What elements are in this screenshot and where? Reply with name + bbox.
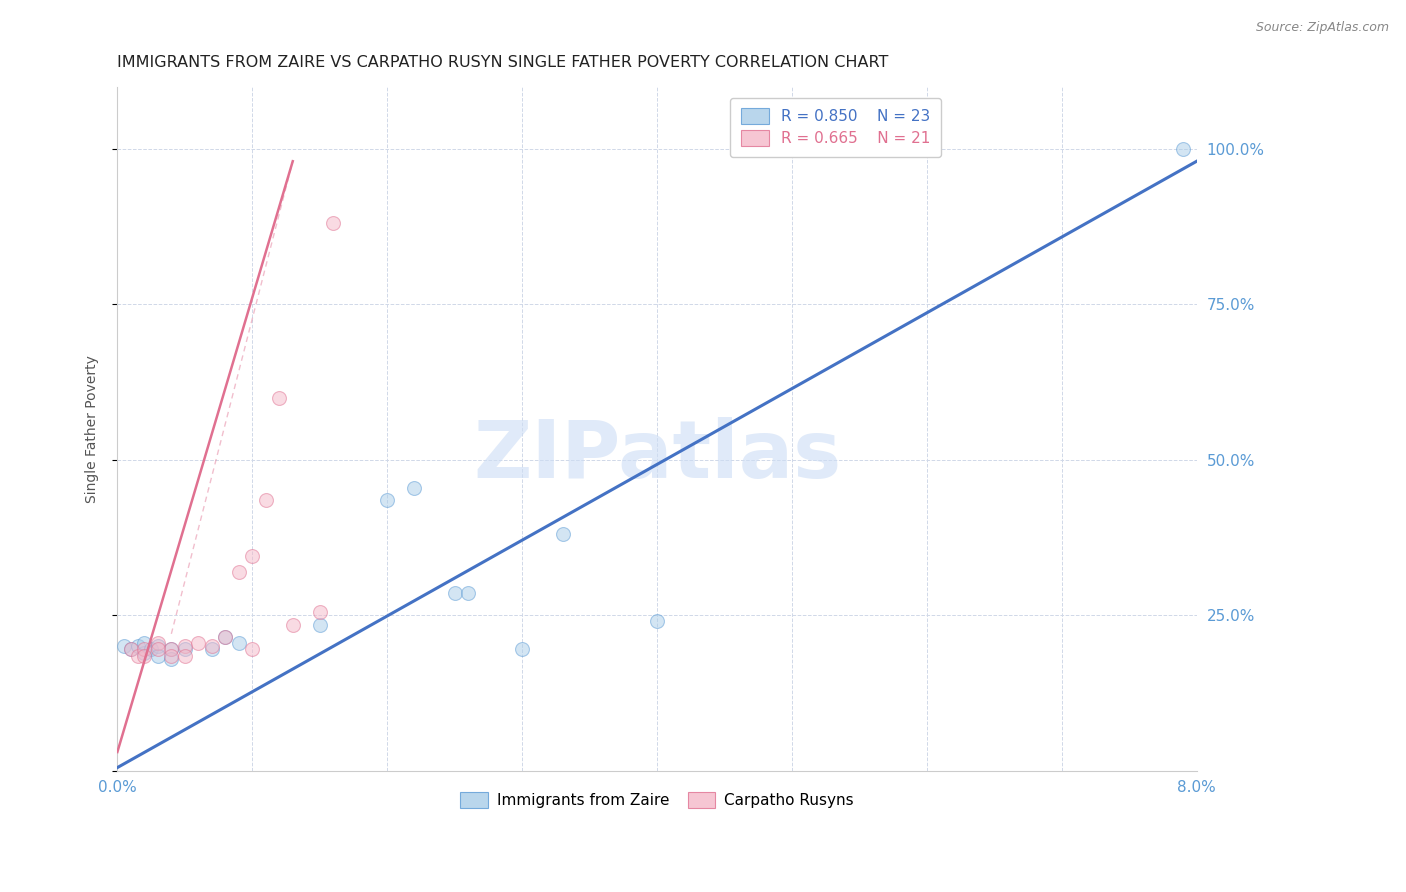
Point [551,527,574,541]
Point [457,586,479,600]
Point [146,648,169,663]
Point [173,648,195,663]
Point [254,493,277,508]
Text: IMMIGRANTS FROM ZAIRE VS CARPATHO RUSYN SINGLE FATHER POVERTY CORRELATION CHART: IMMIGRANTS FROM ZAIRE VS CARPATHO RUSYN … [117,55,889,70]
Point [308,617,330,632]
Point [112,640,135,654]
Y-axis label: Single Father Poverty: Single Father Poverty [86,355,100,502]
Point [510,642,533,657]
Point [139,642,162,657]
Point [173,640,195,654]
Point [134,646,156,660]
Point [134,642,156,657]
Point [160,648,183,663]
Legend: Immigrants from Zaire, Carpatho Rusyns: Immigrants from Zaire, Carpatho Rusyns [454,786,860,814]
Point [134,636,156,650]
Point [322,216,344,230]
Point [146,636,169,650]
Point [160,642,183,657]
Point [443,586,465,600]
Point [160,642,183,657]
Point [269,391,291,405]
Point [240,549,263,563]
Point [228,636,250,650]
Point [134,648,156,663]
Point [228,565,250,579]
Point [308,605,330,619]
Text: Source: ZipAtlas.com: Source: ZipAtlas.com [1256,21,1389,34]
Point [404,481,426,495]
Point [240,642,263,657]
Point [146,640,169,654]
Point [120,642,142,657]
Point [201,640,224,654]
Point [645,615,668,629]
Point [375,493,398,508]
Point [127,648,149,663]
Point [214,630,236,644]
Point [1173,142,1195,156]
Point [281,617,304,632]
Point [160,652,183,666]
Text: ZIPatlas: ZIPatlas [472,417,841,495]
Point [201,642,224,657]
Point [214,630,236,644]
Point [120,642,142,657]
Point [146,642,169,657]
Point [187,636,209,650]
Point [127,640,149,654]
Point [173,642,195,657]
